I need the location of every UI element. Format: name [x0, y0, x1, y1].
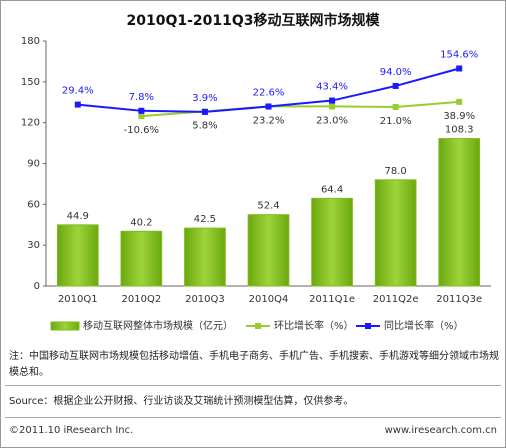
data-label: 40.2	[130, 217, 152, 228]
line-marker	[329, 103, 336, 110]
bar	[438, 138, 481, 287]
x-tick-label: 2011Q1e	[309, 294, 355, 305]
legend-label: 环比增长率（%）	[274, 319, 354, 332]
y-tick-label: 90	[27, 159, 40, 170]
x-tick-label: 2010Q2	[122, 294, 162, 305]
legend-label: 移动互联网整体市场规模（亿元）	[83, 319, 233, 332]
line-marker	[74, 101, 81, 108]
y-tick-label: 30	[27, 240, 40, 251]
data-label: 38.9%	[443, 111, 475, 122]
chart: 2010Q1-2011Q3移动互联网市场规模 0 30 60 90 120 150 180 2…	[21, 12, 491, 332]
y-tick-label: 120	[21, 118, 40, 129]
copyright: ©2011.10 iResearch Inc.	[9, 425, 134, 436]
data-label: 42.5	[194, 214, 216, 225]
data-label: 94.0%	[380, 67, 412, 78]
website: www.iresearch.com.cn	[384, 425, 497, 436]
bar	[247, 214, 290, 287]
line-marker	[329, 97, 336, 104]
bar	[56, 224, 99, 287]
data-label: 23.2%	[253, 115, 285, 126]
line-marker	[456, 98, 463, 105]
data-label: 7.8%	[129, 92, 154, 103]
data-label: 21.0%	[380, 116, 412, 127]
chart-title: 2010Q1-2011Q3移动互联网市场规模	[126, 12, 380, 29]
y-tick-label: 0	[34, 281, 40, 292]
legend-swatch	[365, 323, 371, 329]
data-label: 29.4%	[62, 86, 94, 97]
line-marker	[456, 65, 463, 72]
line-marker	[138, 113, 145, 120]
data-label: 64.4	[321, 184, 343, 195]
data-label: 22.6%	[253, 88, 285, 99]
data-label: 52.4	[257, 201, 279, 212]
x-tick-label: 2010Q1	[58, 294, 98, 305]
data-label: 43.4%	[316, 82, 348, 93]
legend-label: 同比增长率（%）	[384, 319, 464, 332]
separator	[5, 417, 501, 418]
data-label: -10.6%	[124, 125, 159, 136]
bar	[311, 197, 353, 287]
y-tick-label: 150	[21, 77, 40, 88]
x-tick-label: 2010Q4	[249, 294, 289, 305]
data-label: 44.9	[67, 211, 89, 222]
line-marker	[201, 108, 208, 115]
data-label: 108.3	[445, 125, 474, 136]
y-tick-label: 60	[27, 199, 40, 210]
source: Source：根据企业公开财报、行业访谈及艾瑞统计预测模型估算，仅供参考。	[9, 396, 354, 407]
y-tick-label: 180	[21, 36, 40, 47]
data-label: 23.0%	[316, 115, 348, 126]
data-label: 154.6%	[440, 49, 478, 60]
data-label: 3.9%	[192, 93, 217, 104]
bar	[374, 179, 417, 287]
line-marker	[138, 107, 145, 114]
line-marker	[265, 103, 272, 110]
separator	[5, 385, 501, 386]
x-tick-label: 2011Q3e	[436, 294, 482, 305]
data-label: 78.0	[385, 166, 407, 177]
x-tick-label: 2011Q2e	[373, 294, 419, 305]
bar	[184, 227, 226, 287]
data-label: 5.8%	[192, 120, 217, 131]
x-tick-label: 2010Q3	[185, 294, 225, 305]
legend-swatch	[255, 323, 261, 329]
note: 注：中国移动互联网市场规模包括移动增值、手机电子商务、手机广告、手机搜索、手机游…	[9, 351, 499, 378]
line-marker	[392, 104, 399, 111]
line-marker	[392, 82, 399, 89]
bar	[120, 230, 163, 287]
legend-swatch	[50, 321, 80, 331]
